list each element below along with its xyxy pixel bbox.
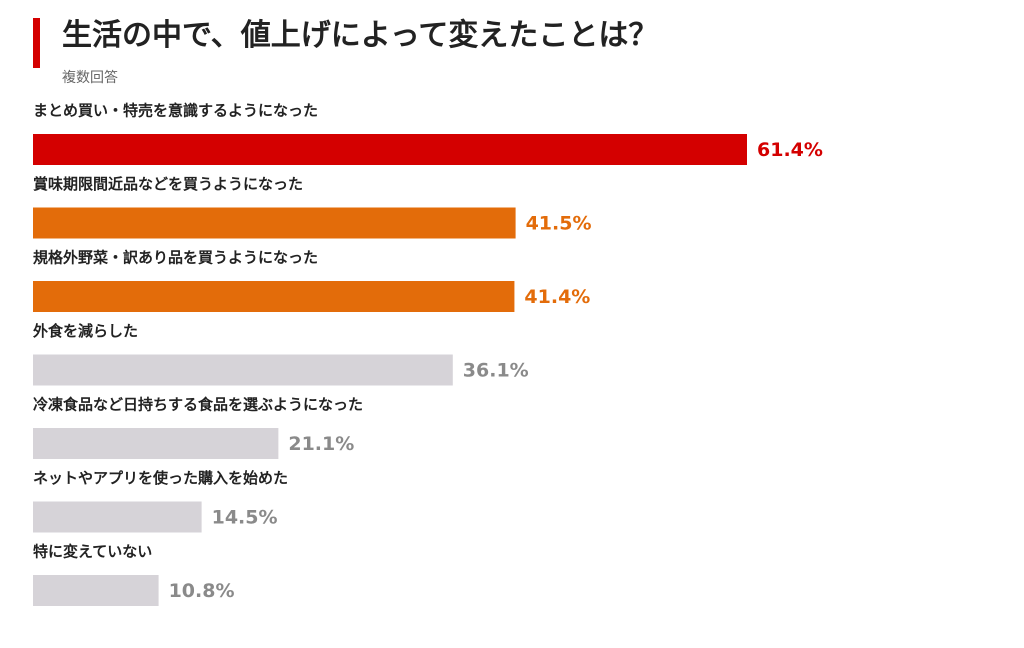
bar [33, 354, 453, 386]
bar [33, 207, 516, 239]
category-label: 外食を減らした [32, 322, 138, 340]
value-label: 21.1% [288, 433, 354, 455]
title-accent-bar [33, 18, 40, 68]
bar [33, 501, 202, 533]
value-label: 10.8% [169, 580, 235, 602]
value-label: 41.4% [524, 286, 590, 308]
bar [33, 575, 159, 606]
category-label: まとめ買い・特売を意識するようになった [33, 102, 318, 120]
value-label: 36.1% [463, 360, 529, 382]
category-label: ネットやアプリを使った購入を始めた [33, 469, 288, 487]
category-label: 規格外野菜・訳あり品を買うようになった [33, 249, 318, 267]
category-label: 賞味期限間近品などを買うようになった [33, 175, 303, 193]
bar [33, 428, 279, 459]
value-label: 14.5% [212, 507, 278, 529]
category-label: 冷凍食品など日持ちする食品を選ぶようになった [33, 396, 363, 414]
category-label: 特に変えていない [33, 543, 152, 561]
bar [33, 134, 747, 165]
chart-title: 生活の中で、値上げによって変えたことは？ [62, 18, 659, 53]
chart-subtitle: 複数回答 [62, 70, 118, 86]
value-label: 61.4% [757, 139, 823, 161]
bar [33, 281, 515, 312]
value-label: 41.5% [526, 213, 592, 235]
